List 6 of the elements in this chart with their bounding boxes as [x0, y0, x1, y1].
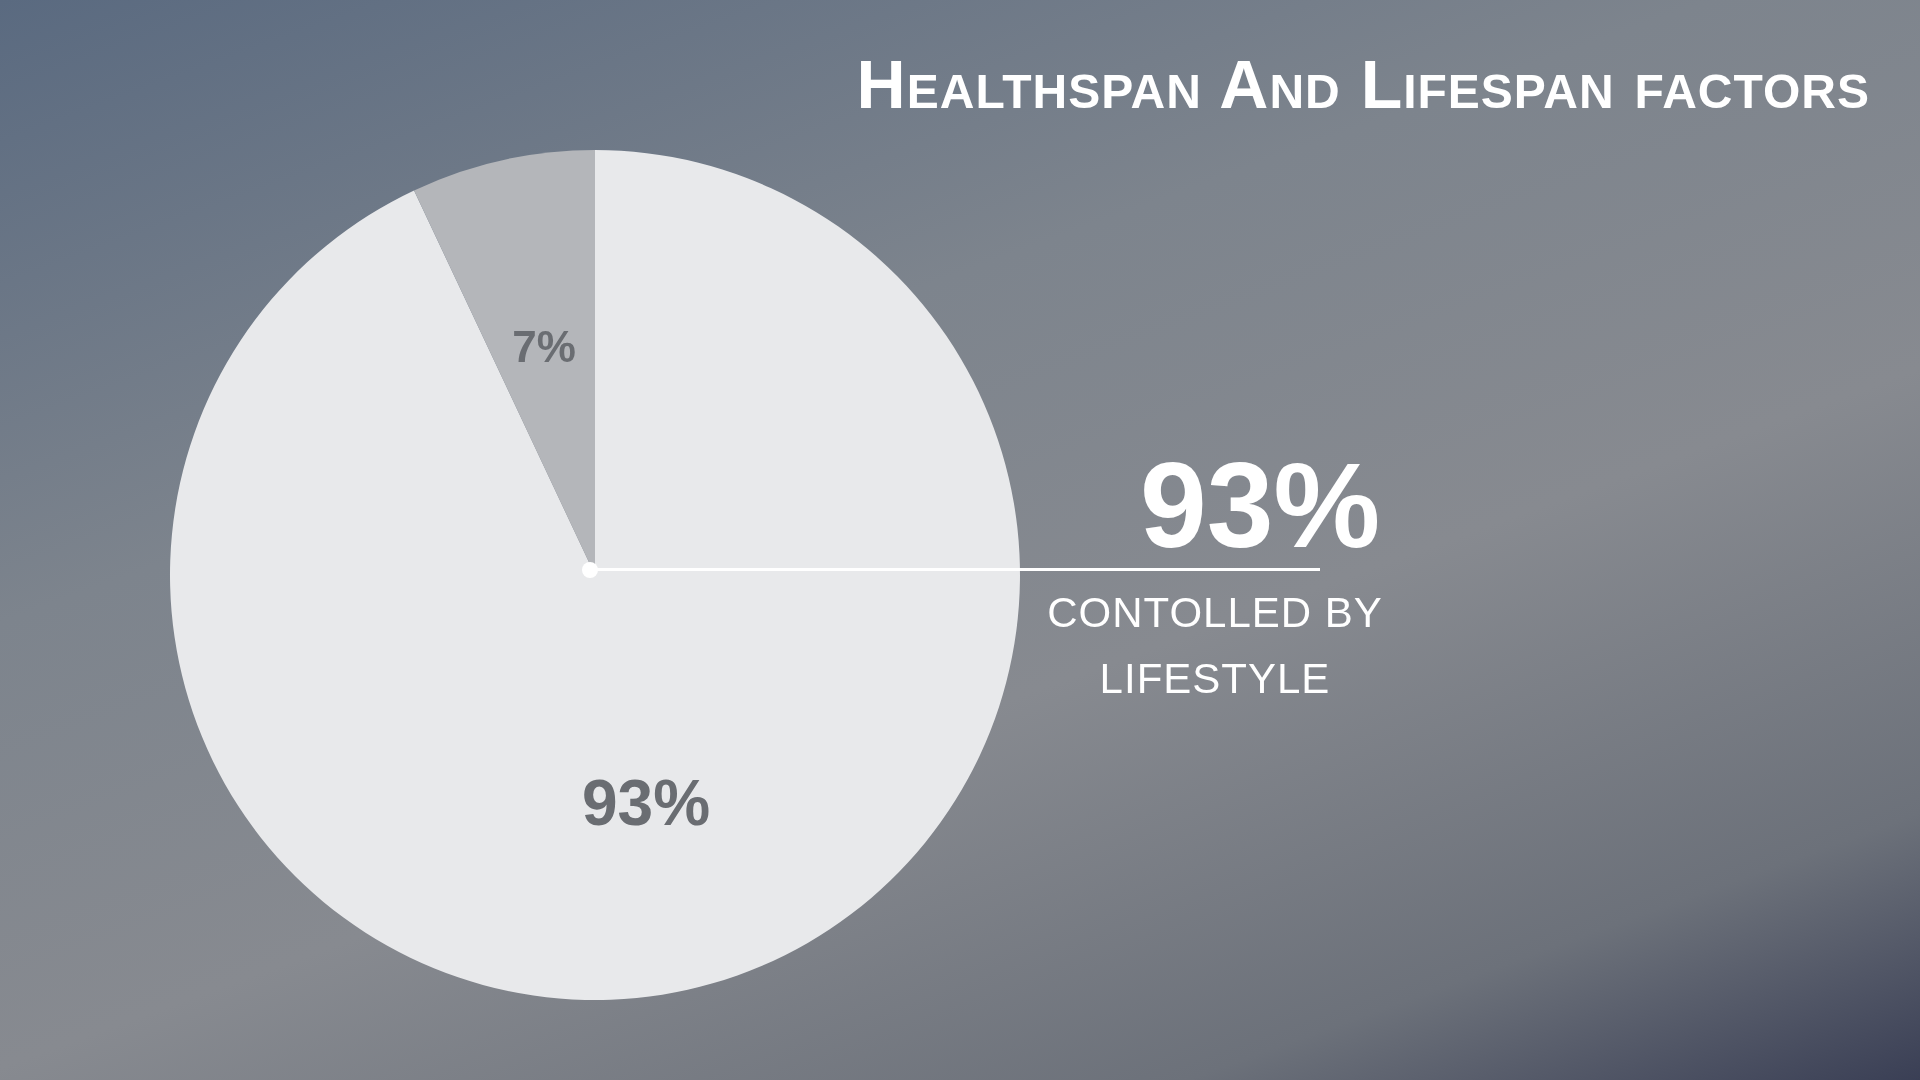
text: 93%: [1140, 438, 1381, 572]
data-label: 7%: [512, 322, 576, 372]
pie-slice: [170, 150, 1020, 1000]
data-label: 93%: [581, 767, 711, 840]
text: CONTOLLED BY LIFESTYLE: [1046, 588, 1384, 704]
text: Healthspan And Lifespan factors: [856, 45, 1870, 123]
